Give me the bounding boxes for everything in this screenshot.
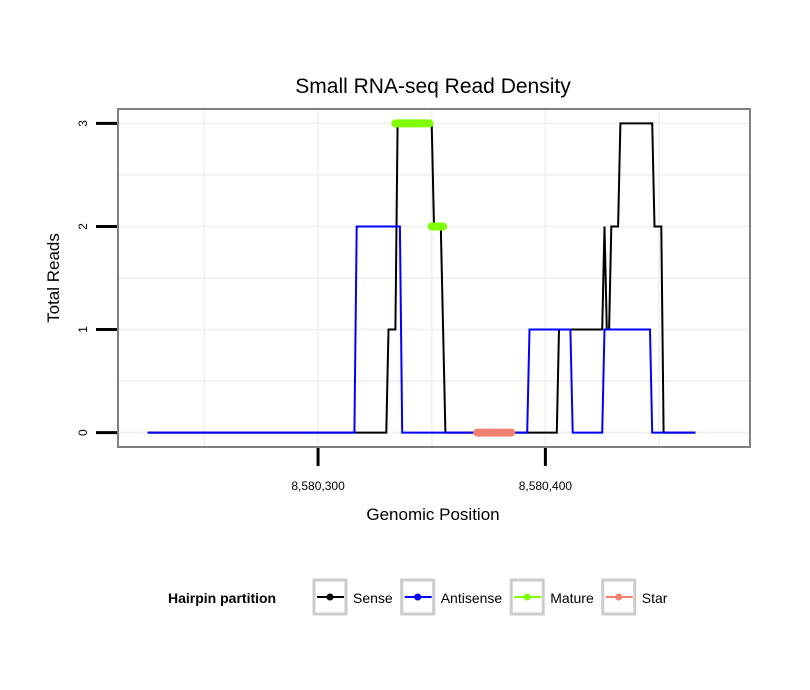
legend-label-mature: Mature (550, 590, 594, 606)
legend-dot-sense (326, 593, 334, 601)
y-axis-title: Total Reads (44, 233, 63, 323)
x-axis-title: Genomic Position (366, 505, 499, 524)
series-layer (147, 119, 696, 437)
y-tick-label: 0 (76, 429, 90, 436)
legend-label-star: Star (642, 590, 668, 606)
y-tick-label: 3 (76, 120, 90, 127)
y-tick-label: 1 (76, 326, 90, 333)
y-tick-label: 2 (76, 223, 90, 230)
x-tick-label: 8,580,300 (291, 479, 345, 493)
legend-label-sense: Sense (353, 590, 393, 606)
x-tick-label: 8,580,400 (519, 479, 573, 493)
y-axis: 0 1 2 3 (76, 120, 117, 436)
legend-label-antisense: Antisense (441, 590, 503, 606)
grid-lines (118, 109, 750, 447)
legend: Hairpin partition Sense Antisense Mature St… (168, 578, 668, 616)
legend-dot-mature (523, 593, 531, 601)
plot-panel (117, 108, 751, 448)
legend-title: Hairpin partition (168, 590, 276, 606)
legend-dot-star (615, 593, 623, 601)
x-axis: 8,580,300 8,580,400 (291, 448, 572, 493)
chart-title: Small RNA-seq Read Density (295, 75, 571, 98)
legend-dot-antisense (414, 593, 422, 601)
